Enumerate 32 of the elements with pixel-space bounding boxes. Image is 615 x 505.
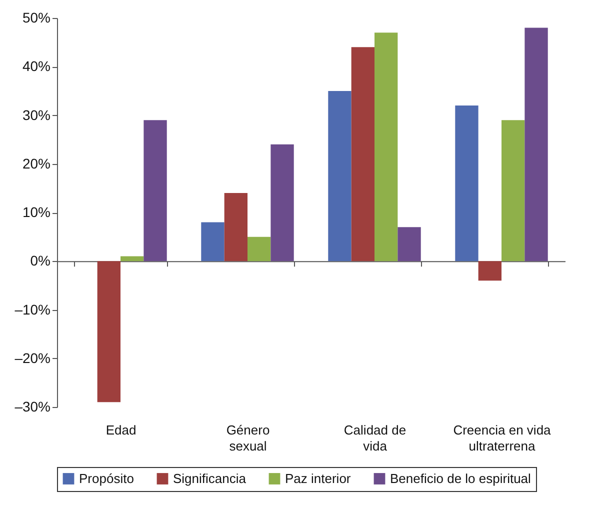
y-tick-label: –20% bbox=[14, 350, 50, 366]
bar bbox=[351, 47, 374, 262]
bar bbox=[248, 236, 271, 262]
legend-label: Beneficio de lo espiritual bbox=[390, 470, 532, 486]
bar bbox=[374, 32, 398, 262]
bar bbox=[270, 144, 294, 262]
y-tick-label: –30% bbox=[14, 398, 50, 414]
legend-label: Paz interior bbox=[285, 470, 352, 486]
x-tick-label: Calidad de vida bbox=[344, 422, 406, 454]
bar bbox=[478, 261, 502, 281]
bar bbox=[97, 261, 120, 402]
y-tick-label: 40% bbox=[22, 58, 50, 74]
bar bbox=[224, 193, 248, 262]
y-tick-label: 0% bbox=[30, 252, 50, 269]
bar bbox=[144, 120, 167, 262]
x-tick-label: Edad bbox=[106, 422, 136, 438]
bar bbox=[455, 106, 478, 262]
bar bbox=[201, 222, 224, 262]
bar bbox=[120, 256, 144, 262]
x-tick-label: Género sexual bbox=[226, 422, 270, 454]
y-tick-label: –10% bbox=[14, 301, 50, 318]
bar bbox=[328, 90, 352, 262]
legend-label: Significancia bbox=[173, 470, 247, 486]
y-tick-label: 30% bbox=[22, 106, 50, 123]
bar bbox=[398, 227, 421, 262]
legend-label: Propósito bbox=[79, 470, 134, 486]
y-tick-label: 20% bbox=[22, 155, 50, 172]
y-tick-label: 50% bbox=[22, 10, 50, 26]
y-tick-label: 10% bbox=[22, 204, 50, 220]
bar bbox=[524, 28, 548, 262]
bar bbox=[502, 120, 525, 262]
x-tick-label: Creencia en vida ultraterrena bbox=[453, 422, 552, 454]
